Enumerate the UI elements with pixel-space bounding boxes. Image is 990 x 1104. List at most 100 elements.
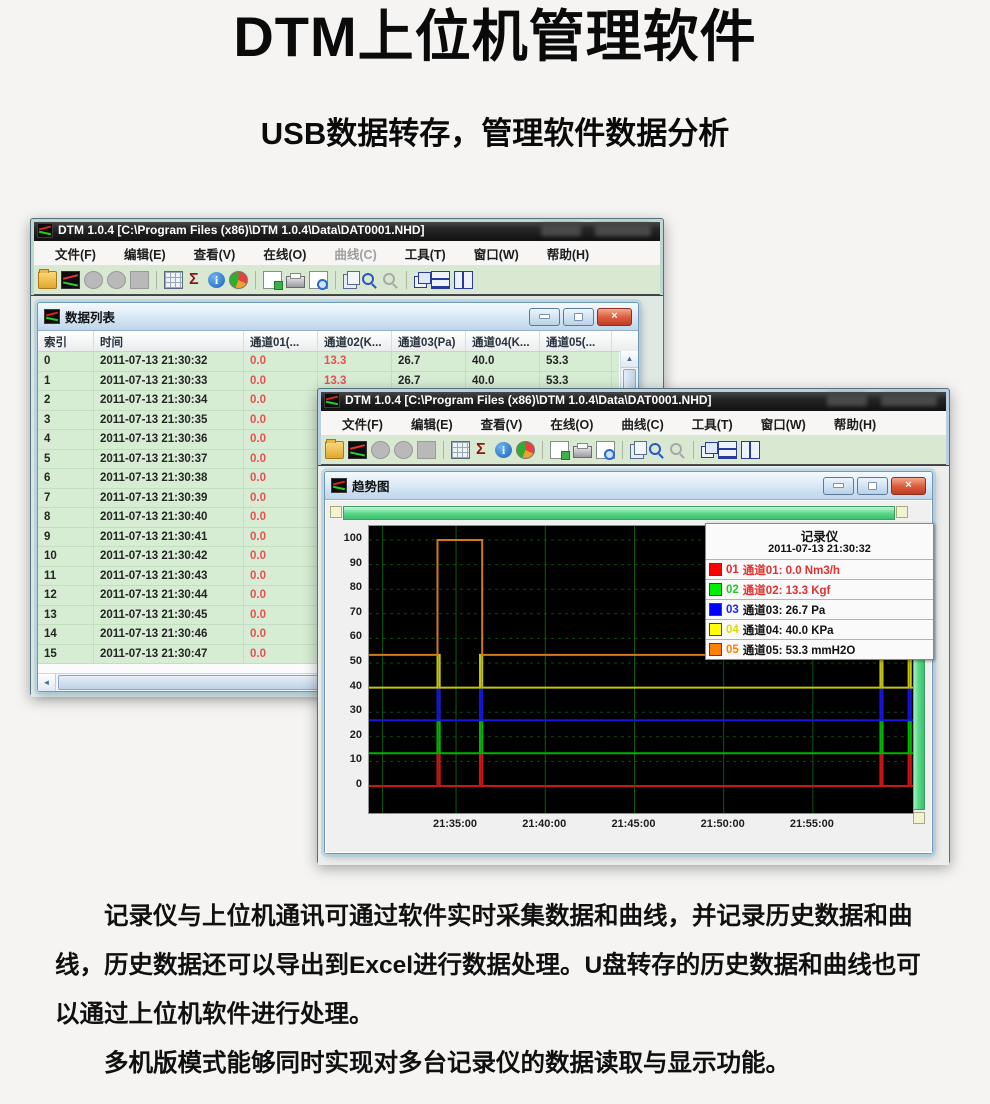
child-title-bar[interactable]: 趋势图 × — [325, 472, 932, 500]
menu-item-曲线(C)[interactable]: 曲线(C) — [621, 417, 664, 432]
column-header[interactable]: 索引 — [38, 331, 94, 351]
menu-item-窗口(W)[interactable]: 窗口(W) — [473, 247, 519, 262]
table-row[interactable]: 0 2011-07-13 21:30:32 0.0 13.3 26.7 40.0 53.3 — [38, 352, 619, 372]
cell: 2011-07-13 21:30:45 — [94, 605, 244, 624]
column-header[interactable]: 通道02(K... — [318, 331, 392, 351]
legend-entry: 01 通道01: 0.0 Nm3/h — [706, 559, 933, 579]
cascade-windows-icon[interactable] — [414, 271, 431, 288]
cell: 0.0 — [244, 352, 318, 371]
menu-item-在线(O)[interactable]: 在线(O) — [263, 247, 307, 262]
y-axis-label: 40 — [349, 679, 362, 692]
close-button[interactable]: × — [891, 476, 926, 495]
info-icon[interactable] — [208, 272, 225, 288]
menu-item-查看(V)[interactable]: 查看(V) — [193, 247, 236, 262]
minimize-button[interactable] — [529, 307, 560, 326]
series-color-swatch — [709, 563, 722, 576]
cell: 0.0 — [244, 371, 318, 390]
tile-vertical-icon[interactable] — [454, 271, 473, 289]
toolbar-separator — [622, 441, 623, 459]
column-header[interactable]: 通道04(K... — [466, 331, 540, 351]
menu-item-编辑(E)[interactable]: 编辑(E) — [410, 417, 453, 432]
open-folder-icon[interactable] — [325, 439, 344, 459]
cell: 0.0 — [244, 566, 318, 585]
zoom-in-icon[interactable] — [361, 272, 378, 288]
cell: 0.0 — [244, 449, 318, 468]
tile-horizontal-icon[interactable] — [431, 271, 450, 289]
column-header[interactable]: 通道05(... — [540, 331, 612, 351]
menu-item-查看(V)[interactable]: 查看(V) — [480, 417, 523, 432]
restore-button[interactable] — [563, 307, 594, 326]
menu-item-文件(F)[interactable]: 文件(F) — [55, 247, 96, 262]
toolbar — [318, 436, 949, 465]
h-scroll-handle[interactable] — [896, 506, 908, 518]
series-color-swatch — [709, 603, 722, 616]
mdi-workspace: 趋势图 × 记录仪 2011-07-13 21:30:32 — [318, 465, 949, 865]
pie-chart-icon[interactable] — [516, 441, 535, 459]
column-header[interactable]: 通道03(Pa) — [392, 331, 466, 351]
print-icon[interactable] — [286, 273, 305, 288]
restore-button[interactable] — [857, 476, 888, 495]
close-button[interactable]: × — [597, 307, 632, 326]
cell: 9 — [38, 527, 94, 546]
data-grid-icon[interactable] — [164, 271, 183, 289]
open-folder-icon[interactable] — [38, 269, 57, 289]
cell: 2011-07-13 21:30:40 — [94, 508, 244, 527]
print-preview-icon[interactable] — [309, 271, 328, 290]
menu-item-编辑(E)[interactable]: 编辑(E) — [123, 247, 166, 262]
h-scroll-handle[interactable] — [330, 506, 342, 518]
print-icon[interactable] — [573, 443, 592, 458]
cell: 2 — [38, 391, 94, 410]
menu-item-工具(T)[interactable]: 工具(T) — [404, 247, 446, 262]
legend-entry: 03 通道03: 26.7 Pa — [706, 599, 933, 619]
table-row[interactable]: 1 2011-07-13 21:30:33 0.0 13.3 26.7 40.0 53.3 — [38, 371, 619, 391]
menu-item-文件(F)[interactable]: 文件(F) — [342, 417, 383, 432]
column-header[interactable]: 通道01(... — [244, 331, 318, 351]
chart-logo-icon[interactable] — [348, 441, 367, 459]
minimize-button[interactable] — [823, 476, 854, 495]
tile-vertical-icon[interactable] — [741, 441, 760, 459]
title-bar[interactable]: DTM 1.0.4 [C:\Program Files (x86)\DTM 1.… — [31, 219, 663, 241]
print-preview-icon[interactable] — [596, 441, 615, 460]
info-icon[interactable] — [495, 442, 512, 458]
sigma-icon[interactable] — [474, 441, 491, 459]
menu-item-帮助(H)[interactable]: 帮助(H) — [546, 247, 590, 262]
export-icon[interactable] — [550, 441, 570, 460]
menu-item-工具(T)[interactable]: 工具(T) — [691, 417, 733, 432]
cell: 2011-07-13 21:30:36 — [94, 430, 244, 449]
zoom-in-icon[interactable] — [648, 442, 665, 458]
data-grid-icon[interactable] — [451, 441, 470, 459]
series-line-通道03 — [369, 686, 913, 722]
tile-horizontal-icon[interactable] — [718, 441, 737, 459]
chart-logo-icon[interactable] — [61, 271, 80, 289]
copy-icon[interactable] — [343, 270, 360, 289]
v-scroll-handle[interactable] — [913, 812, 925, 824]
sigma-icon[interactable] — [187, 271, 204, 289]
copy-icon[interactable] — [630, 440, 647, 459]
cell: 0.0 — [244, 586, 318, 605]
record-b-icon — [107, 271, 126, 289]
y-axis-label: 10 — [349, 753, 362, 766]
toolbar-separator — [255, 271, 256, 289]
column-header[interactable]: 时间 — [94, 331, 244, 351]
zoom-out-icon — [669, 442, 686, 458]
menu-item-窗口(W)[interactable]: 窗口(W) — [760, 417, 806, 432]
toolbar — [31, 266, 663, 295]
scroll-up-button[interactable]: ▲ — [621, 351, 638, 368]
cell: 0.0 — [244, 527, 318, 546]
title-bar[interactable]: DTM 1.0.4 [C:\Program Files (x86)\DTM 1.… — [318, 389, 949, 411]
toolbar-separator — [443, 441, 444, 459]
scroll-left-button[interactable]: ◄ — [38, 674, 56, 691]
export-icon[interactable] — [263, 271, 283, 290]
menu-item-帮助(H)[interactable]: 帮助(H) — [833, 417, 877, 432]
cell: 2011-07-13 21:30:44 — [94, 586, 244, 605]
child-window-title: 趋势图 — [352, 480, 390, 494]
redacted-area — [827, 394, 867, 406]
cell: 2011-07-13 21:30:43 — [94, 566, 244, 585]
pie-chart-icon[interactable] — [229, 271, 248, 289]
child-title-bar[interactable]: 数据列表 × — [38, 303, 638, 331]
cell: 26.7 — [392, 352, 466, 371]
cascade-windows-icon[interactable] — [701, 441, 718, 458]
trend-h-scrollbar[interactable] — [343, 506, 895, 520]
menu-item-在线(O)[interactable]: 在线(O) — [550, 417, 594, 432]
y-axis-label: 100 — [343, 532, 362, 544]
